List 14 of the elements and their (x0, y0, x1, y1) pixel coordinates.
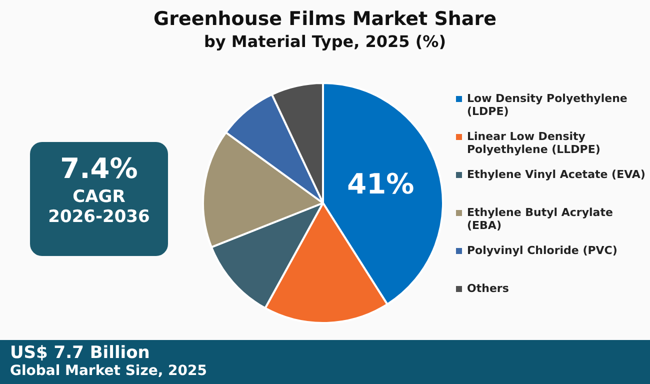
legend-label: Ethylene Butyl Acrylate (EBA) (467, 206, 614, 232)
text: Global Market Size, 2025 (10, 363, 208, 379)
data-label: 41% (347, 168, 414, 201)
legend-label: Polyvinyl Chloride (PVC) (467, 244, 618, 257)
legend-label: Linear Low Density Polyethylene (LLDPE) (467, 130, 602, 156)
text: 2026-2036 (47, 207, 151, 227)
text: CAGR (72, 187, 126, 207)
legend-label: Low Density Polyethylene (LDPE) (467, 92, 628, 118)
legend-label: Ethylene Vinyl Acetate (EVA) (467, 168, 646, 181)
text: 7.4% (59, 152, 139, 185)
chart-title: Greenhouse Films Market Share (152, 8, 498, 30)
chart-subtitle: by Material Type, 2025 (%) (202, 32, 448, 51)
text: US$ 7.7 Billion (10, 343, 150, 363)
legend-label: Others (467, 282, 509, 295)
